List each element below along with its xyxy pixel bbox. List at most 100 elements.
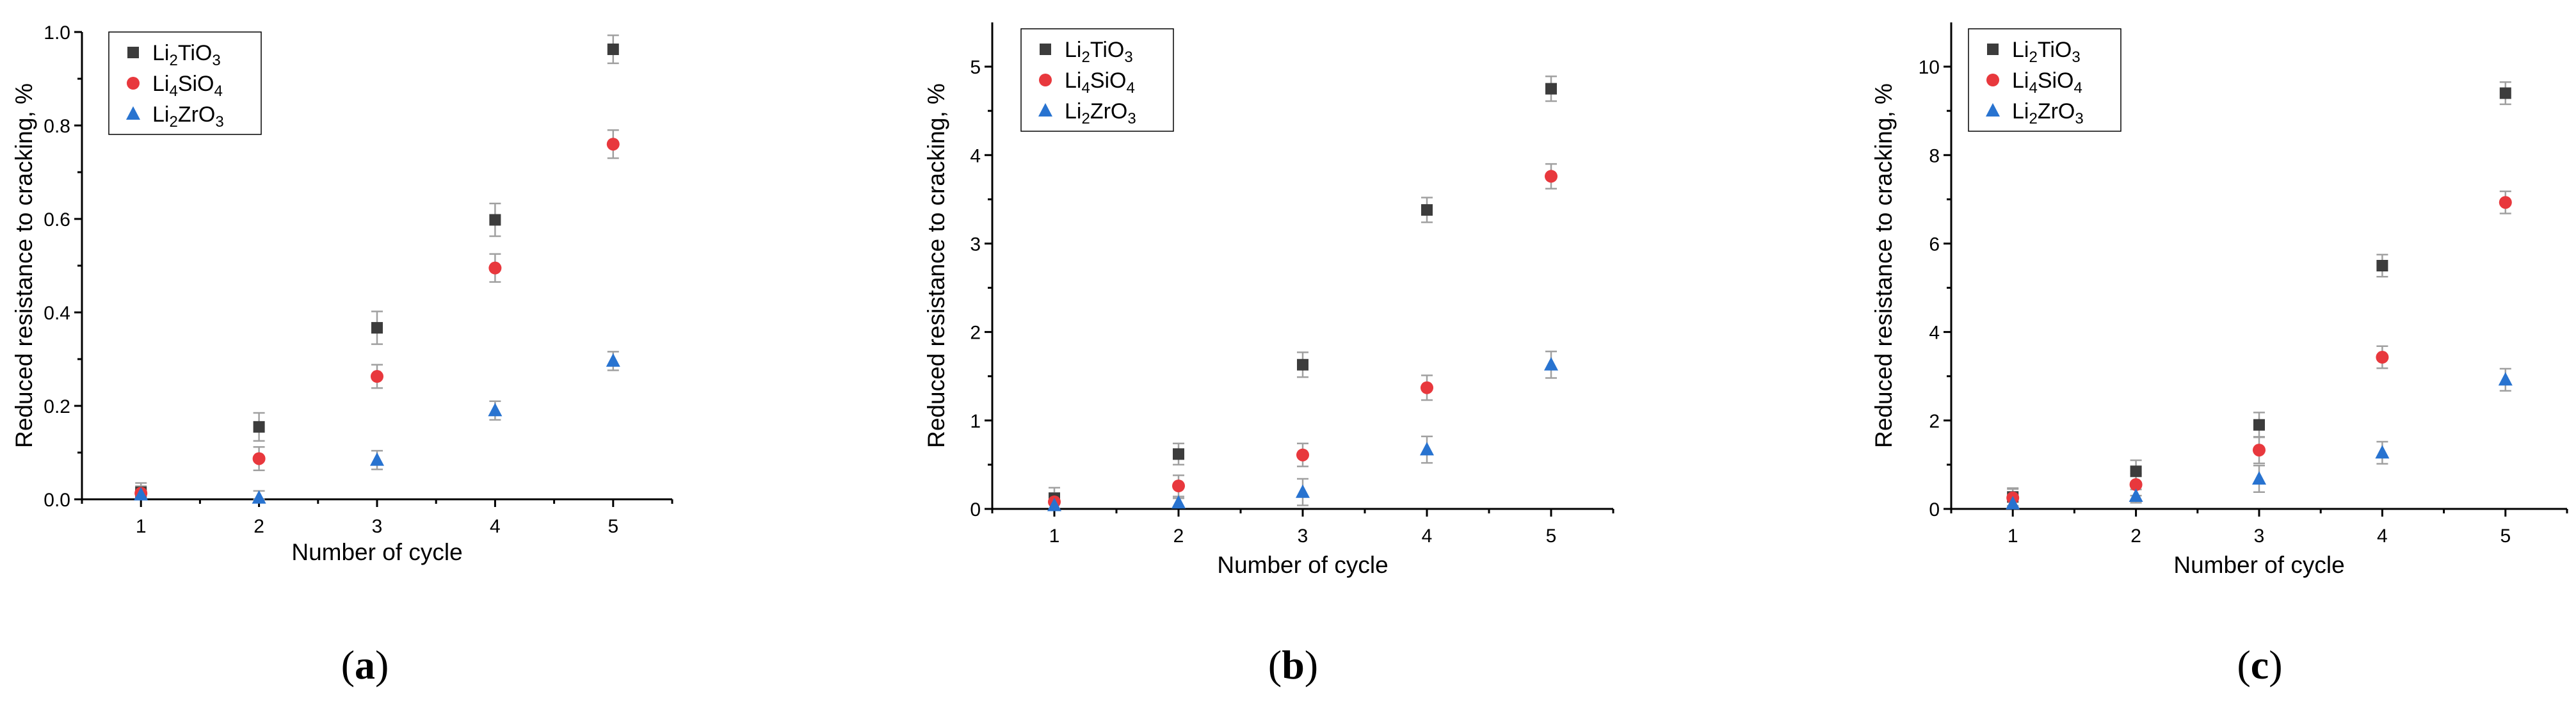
data-point-li4sio4 — [1172, 479, 1185, 493]
x-tick-label: 3 — [372, 516, 383, 537]
x-tick-label: 5 — [1546, 526, 1557, 547]
legend-marker-li4sio4 — [1986, 74, 1999, 86]
data-point-li2tio3 — [2499, 87, 2511, 99]
data-point-li2zro3 — [1544, 357, 1558, 371]
x-tick-label: 2 — [2130, 526, 2141, 547]
x-tick-label: 1 — [136, 516, 147, 537]
data-point-li2zro3 — [1171, 495, 1186, 509]
legend-marker-li2zro3 — [1986, 103, 2000, 117]
data-point-li4sio4 — [2253, 444, 2266, 457]
y-tick-label: 2 — [1929, 411, 1940, 432]
legend-marker-li2zro3 — [1038, 103, 1052, 117]
x-axis-label: Number of cycle — [291, 539, 462, 565]
data-point-li4sio4 — [2376, 351, 2389, 364]
y-tick-label: 5 — [970, 57, 981, 78]
y-axis-label: Reduced resistance to cracking, % — [11, 83, 37, 448]
legend-label-li2zro3: Li2ZrO3 — [152, 102, 224, 131]
data-point-li2tio3 — [2253, 419, 2265, 431]
data-point-li2tio3 — [607, 44, 619, 56]
x-tick-label: 4 — [490, 516, 501, 537]
data-point-li2tio3 — [1421, 204, 1433, 216]
data-point-li4sio4 — [606, 138, 620, 151]
y-axis-label: Reduced resistance to cracking, % — [1871, 83, 1897, 448]
legend-marker-li4sio4 — [1039, 74, 1052, 86]
data-point-li4sio4 — [371, 370, 383, 383]
legend-marker-li2tio3 — [1987, 44, 1999, 55]
data-point-li2zro3 — [2006, 495, 2020, 510]
y-tick-label: 0 — [1929, 499, 1940, 520]
y-tick-label: 6 — [1929, 234, 1940, 255]
data-point-li4sio4 — [1421, 381, 1433, 394]
data-point-li2zro3 — [252, 490, 266, 504]
y-tick-label: 1 — [970, 411, 981, 432]
x-tick-label: 1 — [2008, 526, 2018, 547]
data-point-li2zro3 — [1047, 497, 1061, 511]
x-tick-label: 3 — [1298, 526, 1308, 547]
data-point-li4sio4 — [252, 452, 266, 465]
y-tick-label: 0 — [970, 499, 981, 520]
legend-label-li2zro3: Li2ZrO3 — [1065, 99, 1136, 127]
y-tick-label: 1.0 — [44, 22, 70, 44]
data-point-li4sio4 — [1545, 170, 1558, 183]
y-tick-label: 0.6 — [44, 209, 70, 230]
data-point-li4sio4 — [488, 261, 502, 275]
data-point-li4sio4 — [1296, 448, 1309, 462]
x-tick-label: 4 — [2377, 526, 2388, 547]
data-point-li2tio3 — [2130, 465, 2142, 478]
y-tick-label: 8 — [1929, 145, 1940, 166]
data-point-li2zro3 — [1420, 442, 1434, 456]
data-point-li2tio3 — [1545, 83, 1557, 95]
chart-panel-b: 0 1 2 3 4 5 1 2 3 4 5 Number of cycle Reduced resist… — [923, 22, 1614, 688]
y-tick-label: 2 — [970, 323, 981, 344]
data-point-li2zro3 — [2498, 372, 2513, 386]
data-point-li2zro3 — [606, 353, 620, 367]
y-tick-label: 3 — [970, 234, 981, 255]
y-tick-label: 0.4 — [44, 303, 70, 324]
data-point-li2tio3 — [489, 214, 501, 226]
data-point-li2zro3 — [488, 403, 503, 417]
y-tick-label: 0.2 — [44, 396, 70, 417]
data-point-li2zro3 — [134, 487, 149, 501]
data-point-li2zro3 — [2252, 471, 2266, 485]
y-axis-label: Reduced resistance to cracking, % — [923, 83, 949, 448]
legend-marker-li2zro3 — [126, 106, 140, 120]
legend-label-li4sio4: Li4SiO4 — [2012, 68, 2082, 97]
x-tick-label: 4 — [1422, 526, 1433, 547]
panel-label: (a) — [341, 642, 389, 688]
data-point-li4sio4 — [2129, 478, 2143, 491]
x-tick-label: 1 — [1049, 526, 1060, 547]
x-tick-label: 5 — [2500, 526, 2511, 547]
y-tick-label: 0.8 — [44, 116, 70, 137]
data-point-li2tio3 — [371, 322, 383, 334]
data-point-li2zro3 — [1296, 484, 1310, 498]
legend-label-li2zro3: Li2ZrO3 — [2012, 99, 2084, 127]
data-point-li2zro3 — [2375, 445, 2390, 459]
data-point-li4sio4 — [2499, 196, 2512, 209]
data-point-li2tio3 — [1173, 448, 1184, 460]
legend-label-li2tio3: Li2TiO3 — [1065, 38, 1133, 66]
data-point-li2zro3 — [2129, 488, 2143, 502]
y-tick-label: 4 — [970, 145, 981, 166]
data-point-li2tio3 — [253, 421, 265, 433]
y-tick-label: 0.0 — [44, 490, 70, 511]
chart-panel-a: 0.0 0.2 0.4 0.6 0.8 1.0 1 2 3 4 5 Number of cycle Re… — [11, 22, 673, 688]
x-tick-label: 2 — [254, 516, 264, 537]
legend-marker-li2tio3 — [1040, 44, 1051, 55]
panel-label: (c) — [2237, 642, 2282, 688]
x-axis-label: Number of cycle — [2173, 552, 2344, 578]
legend-marker-li4sio4 — [127, 77, 140, 90]
legend-marker-li2tio3 — [127, 47, 139, 58]
y-tick-label: 4 — [1929, 323, 1940, 344]
x-tick-label: 2 — [1173, 526, 1184, 547]
x-tick-label: 3 — [2254, 526, 2265, 547]
legend-label-li4sio4: Li4SiO4 — [1065, 68, 1135, 97]
y-tick-label: 10 — [1919, 57, 1940, 78]
legend-label-li2tio3: Li2TiO3 — [2012, 38, 2081, 66]
panel-label: (b) — [1268, 642, 1318, 688]
legend-label-li4sio4: Li4SiO4 — [152, 72, 223, 100]
